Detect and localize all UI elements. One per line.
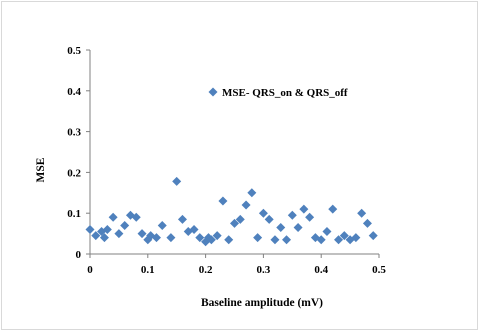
data-point (316, 235, 326, 245)
data-point (293, 222, 303, 232)
x-axis-ticks: 0 0.1 0.2 0.3 0.4 0.5 (87, 254, 386, 276)
data-point (177, 214, 187, 224)
data-point (85, 225, 95, 235)
data-point (189, 225, 199, 235)
y-tick-label: 0 (76, 249, 82, 261)
y-tick-label: 0.2 (67, 167, 81, 179)
data-point (224, 235, 234, 245)
y-tick-label: 0.3 (67, 127, 81, 139)
data-point (235, 214, 245, 224)
data-point (334, 235, 344, 245)
data-point (258, 208, 268, 218)
data-point (218, 196, 228, 206)
data-points (85, 176, 378, 247)
data-point (282, 235, 292, 245)
data-point (276, 222, 286, 232)
data-point (339, 231, 349, 241)
data-point (212, 231, 222, 241)
x-tick-label: 0 (87, 264, 93, 276)
data-point (157, 220, 167, 230)
x-tick-label: 0.2 (199, 264, 213, 276)
data-point (299, 204, 309, 214)
data-point (351, 233, 361, 243)
data-point (264, 214, 274, 224)
x-tick-label: 0.5 (372, 264, 386, 276)
data-point (368, 231, 378, 241)
x-tick-label: 0.3 (257, 264, 271, 276)
legend-label: MSE- QRS_on & QRS_off (222, 87, 348, 99)
data-point (151, 233, 161, 243)
data-point (287, 210, 297, 220)
data-point (166, 233, 176, 243)
y-tick-label: 0.1 (67, 208, 81, 220)
data-point (137, 229, 147, 239)
legend: MSE- QRS_on & QRS_off (208, 87, 348, 99)
data-point (206, 235, 216, 245)
data-point (102, 225, 112, 235)
legend-marker-diamond-icon (208, 87, 218, 97)
data-point (195, 233, 205, 243)
data-point (253, 233, 263, 243)
data-point (172, 176, 182, 186)
data-point (270, 235, 280, 245)
data-point (99, 233, 109, 243)
data-point (131, 212, 141, 222)
data-point (91, 231, 101, 241)
x-tick-label: 0.4 (314, 264, 328, 276)
x-axis-title: Baseline amplitude (mV) (201, 297, 323, 309)
y-axis-ticks: 0 0.1 0.2 0.3 0.4 0.5 (67, 45, 90, 261)
x-tick-label: 0.1 (141, 264, 155, 276)
y-tick-label: 0.5 (67, 45, 81, 57)
data-point (247, 188, 257, 198)
data-point (108, 212, 118, 222)
data-point (357, 208, 367, 218)
data-point (362, 218, 372, 228)
data-point (322, 227, 332, 237)
data-point (120, 220, 130, 230)
y-tick-label: 0.4 (67, 86, 81, 98)
data-point (230, 218, 239, 228)
data-point (305, 212, 315, 222)
data-point (328, 204, 338, 214)
y-axis-title: MSE (35, 157, 47, 182)
data-point (241, 200, 251, 210)
data-point (114, 229, 124, 239)
